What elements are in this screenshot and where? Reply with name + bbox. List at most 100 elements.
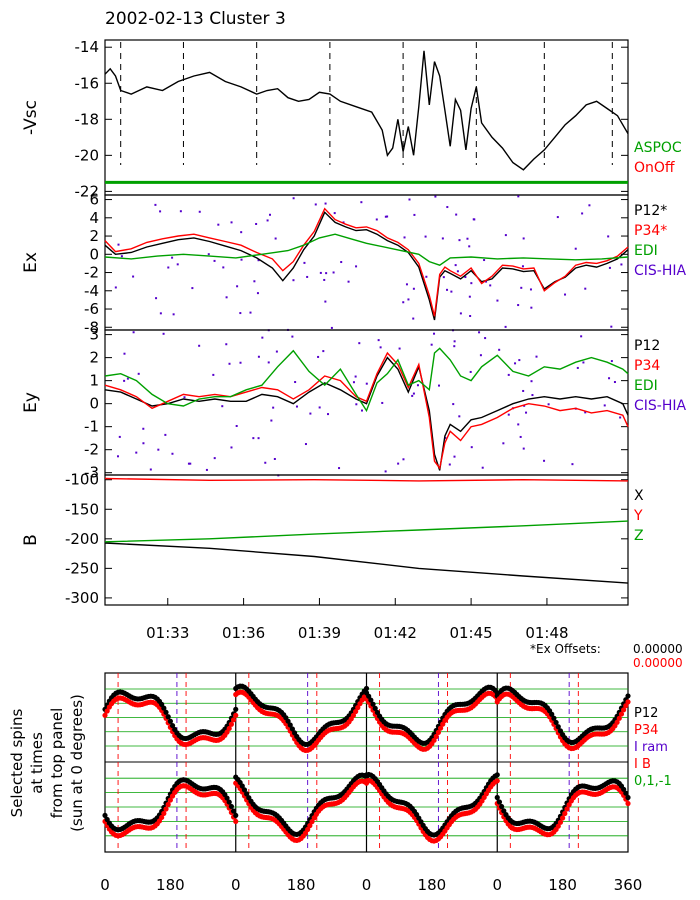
ex-ytick-label: 4 — [89, 209, 99, 227]
ex-cis-hia-point — [340, 261, 343, 264]
ey-cis-hia-point — [142, 442, 145, 445]
ex-cis-hia-point — [213, 259, 216, 262]
ey-cis-hia-point — [295, 405, 298, 408]
ey-cis-hia-point — [264, 461, 267, 464]
spins-p34-point — [431, 737, 437, 743]
spins-p34-point — [494, 778, 500, 784]
ex-cis-hia-point — [608, 266, 611, 269]
spins-p34-point — [230, 717, 237, 723]
ey-cis-hia-point — [116, 455, 119, 458]
spins-p34-point — [226, 725, 232, 732]
ex-offset-value-2: 0.00000 — [633, 656, 683, 670]
b-series-black — [104, 542, 629, 584]
ex-cis-hia-point — [355, 265, 358, 268]
b-frame — [104, 474, 629, 606]
ex-cis-hia-point — [314, 203, 317, 206]
ey-cis-hia-point — [525, 411, 528, 414]
ey-cis-hia-point — [453, 340, 456, 343]
ey-cis-hia-point — [164, 433, 167, 436]
ey-cis-hia-point — [137, 372, 140, 375]
spins-p34-point — [435, 729, 442, 735]
ey-cis-hia-point — [576, 366, 579, 369]
spins-p12-point — [230, 808, 237, 814]
ey-cis-hia-point — [118, 435, 121, 438]
ey-cis-hia-point — [235, 424, 238, 427]
ey-cis-hia-point — [162, 332, 165, 335]
ex-ytick-label: 0 — [89, 245, 99, 263]
ex-cis-hia-point — [255, 222, 258, 225]
ex-cis-hia-point — [225, 296, 228, 299]
ey-cis-hia-point — [384, 470, 387, 473]
ex-cis-hia-point — [413, 213, 416, 216]
spins-xtick-label: 180 — [287, 876, 316, 894]
ey-cis-hia-point — [187, 462, 190, 465]
ey-cis-hia-point — [230, 446, 233, 449]
spins-p12-point — [551, 715, 557, 721]
spins-legend-2: I ram — [634, 740, 668, 755]
ey-cis-hia-point — [498, 348, 501, 351]
ex-cis-hia-point — [469, 315, 472, 318]
ey-cis-hia-point — [317, 355, 320, 358]
ex-cis-hia-point — [442, 276, 445, 279]
ey-cis-hia-point — [157, 448, 160, 451]
time-tick-label: 01:48 — [525, 624, 568, 642]
ex-cis-hia-point — [470, 282, 473, 285]
spins-p12-point — [494, 772, 500, 778]
ex-cis-hia-point — [581, 212, 584, 215]
ey-cis-hia-point — [518, 359, 521, 362]
spins-p12-point — [165, 714, 171, 720]
ey-ytick-label: -1 — [84, 418, 99, 436]
ex-cis-hia-point — [517, 195, 520, 198]
ex-cis-hia-point — [405, 283, 408, 286]
ey-cis-hia-point — [531, 394, 534, 397]
ey-cis-hia-point — [448, 463, 451, 466]
b-ytick-label: -300 — [65, 589, 99, 607]
ey-cis-hia-point — [252, 437, 255, 440]
spins-p12-point — [289, 726, 296, 732]
spins-p34-point — [621, 707, 627, 713]
ey-cis-hia-point — [354, 375, 357, 378]
ex-cis-hia-point — [450, 290, 453, 293]
ey-cis-hia-point — [547, 403, 550, 406]
ex-cis-hia-point — [360, 201, 363, 204]
ex-cis-hia-point — [249, 311, 252, 314]
ex-cis-hia-point — [179, 210, 182, 213]
spins-p12-point — [499, 803, 505, 810]
ex-cis-hia-point — [584, 287, 587, 290]
spins-p34-point — [614, 719, 620, 725]
ey-cis-hia-point — [365, 382, 368, 385]
ex-cis-hia-point — [425, 275, 428, 278]
b-legend-2: Z — [634, 528, 644, 544]
spins-xtick-label: 0 — [231, 876, 241, 894]
ey-cis-hia-point — [291, 335, 294, 338]
ex-cis-hia-point — [303, 261, 306, 264]
spins-p34-point — [560, 815, 566, 821]
ey-cis-hia-point — [379, 346, 382, 349]
ex-cis-hia-point — [412, 317, 415, 320]
spins-p34-point — [159, 814, 165, 821]
b-ytick-label: -200 — [65, 530, 99, 548]
ex-cis-hia-point — [236, 285, 239, 288]
spins-p12-point — [553, 719, 559, 726]
ex-cis-hia-point — [521, 265, 524, 268]
ex-cis-hia-point — [588, 204, 591, 207]
ex-series-red — [104, 207, 629, 317]
ey-cis-hia-point — [613, 381, 616, 384]
ey-cis-hia-point — [309, 412, 312, 415]
spins-p34-point — [353, 708, 359, 715]
ey-cis-hia-point — [416, 384, 419, 387]
ey-cis-hia-point — [523, 404, 526, 407]
ex-cis-hia-point — [384, 215, 387, 218]
spins-xtick-label: 0 — [492, 876, 502, 894]
spins-p12-point — [228, 803, 234, 810]
ex-cis-hia-point — [257, 259, 260, 262]
ex-cis-hia-point — [459, 312, 462, 315]
ey-legend-1: P34 — [634, 358, 660, 374]
spins-p12-point — [239, 783, 245, 789]
ey-cis-hia-point — [123, 379, 126, 382]
ey-cis-hia-point — [481, 466, 484, 469]
time-tick-label: 01:45 — [449, 624, 492, 642]
spins-p34-point — [555, 823, 561, 829]
spins-p12-point — [366, 693, 372, 699]
